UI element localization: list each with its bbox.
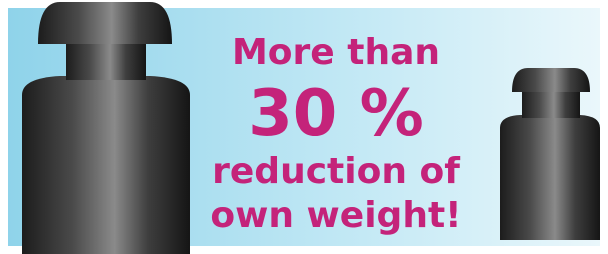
- banner: More than 30 % reduction of own weight!: [0, 0, 608, 254]
- headline-line: own weight!: [210, 195, 461, 236]
- headline-number: 30 %: [248, 77, 423, 151]
- headline-line: More than: [232, 32, 440, 73]
- page: More than 30 % reduction of own weight! …: [0, 0, 608, 254]
- large-weight: [22, 2, 190, 254]
- headline-line: reduction of: [212, 151, 460, 192]
